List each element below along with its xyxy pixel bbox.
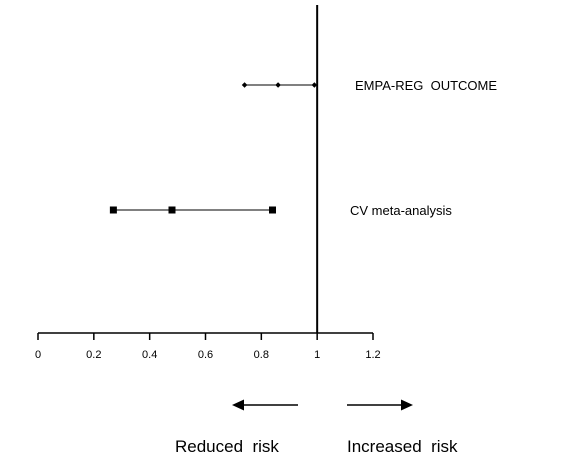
upper-bound-marker bbox=[311, 82, 318, 88]
lower-bound-marker bbox=[241, 82, 248, 88]
x-tick-label: 1 bbox=[314, 349, 320, 361]
left-arrow bbox=[232, 399, 298, 411]
study-rows: EMPA-REG OUTCOME CV meta-analysis bbox=[109, 78, 497, 218]
x-tick-label: 0.2 bbox=[86, 349, 101, 361]
increased-risk-label: Increased risk bbox=[347, 437, 458, 456]
x-tick-label: 0.6 bbox=[198, 349, 213, 361]
study-label: EMPA-REG OUTCOME bbox=[355, 78, 497, 93]
x-tick-label: 0.4 bbox=[142, 349, 157, 361]
x-tick-label: 0.8 bbox=[254, 349, 269, 361]
point-estimate-marker bbox=[275, 82, 281, 88]
right-arrow bbox=[347, 399, 413, 411]
study-row: CV meta-analysis bbox=[109, 203, 452, 218]
right-arrow-head bbox=[401, 399, 413, 411]
left-arrow-head bbox=[232, 399, 244, 411]
point-estimate-marker bbox=[168, 206, 176, 214]
study-row: EMPA-REG OUTCOME bbox=[241, 78, 497, 93]
x-tick-label: 1.2 bbox=[365, 349, 380, 361]
lower-bound-marker bbox=[109, 206, 117, 214]
x-tick-label: 0 bbox=[35, 349, 41, 361]
upper-bound-marker bbox=[269, 206, 276, 214]
x-axis-ticks: 0 0.2 0.4 0.6 0.8 1 1.2 bbox=[35, 333, 381, 361]
study-label: CV meta-analysis bbox=[350, 203, 452, 218]
reduced-risk-label: Reduced risk bbox=[175, 437, 279, 456]
